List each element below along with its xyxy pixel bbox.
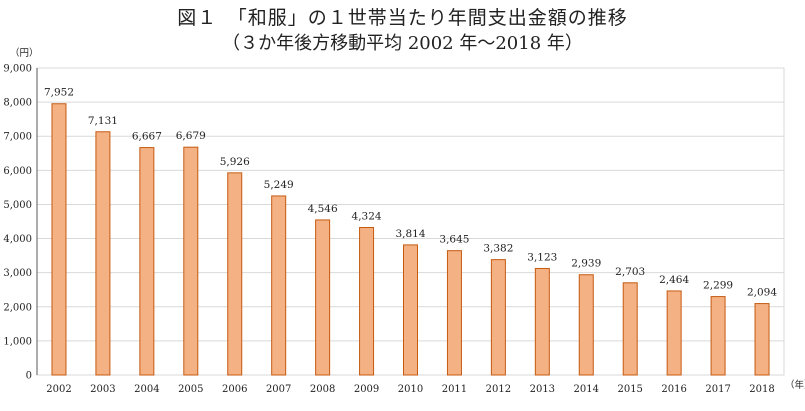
bar-2008: [315, 219, 331, 376]
bar-2003: [95, 131, 111, 376]
x-tick-label: 2010: [398, 384, 423, 395]
bar-2018: [754, 303, 770, 376]
data-label-2013: 3,123: [527, 251, 557, 263]
x-tick-label: 2011: [442, 384, 467, 395]
data-label-2005: 6,679: [176, 130, 206, 142]
y-axis-unit: （円）: [10, 47, 39, 59]
x-tick-label: 2003: [90, 384, 115, 395]
x-tick-label: 2009: [354, 384, 379, 395]
x-tick-label: 2012: [486, 384, 511, 395]
x-axis-ticks: 2002 2003 2004 2005 2006 2007 2008 2009 2010 2011…: [46, 384, 775, 395]
chart-title: 図１ 「和服」の１世帯当たり年間支出金額の推移: [177, 7, 628, 29]
bar-2005: [183, 146, 199, 376]
bars: [51, 103, 770, 376]
data-label-2004: 6,667: [132, 131, 162, 143]
bar-2006: [227, 172, 243, 376]
bar-2016: [666, 290, 682, 376]
x-tick-label: 2004: [134, 384, 159, 395]
x-axis-unit: （年）: [785, 379, 805, 391]
bar-2009: [359, 227, 375, 376]
y-axis-ticks: 0 1,000 2,000 3,000 4,000 5,000 6,000 7,000 8,00…: [3, 64, 32, 382]
y-tick-label: 7,000: [3, 132, 32, 143]
bar-2017: [710, 296, 726, 376]
y-tick-label: 9,000: [3, 64, 32, 75]
data-label-2012: 3,382: [483, 243, 513, 255]
data-label-2014: 2,939: [571, 258, 601, 270]
x-tick-label: 2013: [530, 384, 555, 395]
bar-2011: [446, 250, 462, 376]
y-tick-label: 6,000: [3, 166, 32, 177]
chart-subtitle: （３か年後方移動平均 2002 年～2018 年）: [222, 33, 583, 54]
data-label-2018: 2,094: [747, 287, 777, 299]
x-tick-label: 2018: [749, 384, 774, 395]
gridlines: [36, 67, 785, 376]
data-label-2007: 5,249: [264, 179, 294, 191]
bar-2002: [51, 103, 67, 376]
data-label-2017: 2,299: [703, 280, 733, 292]
y-tick-label: 2,000: [3, 302, 32, 313]
bar-2010: [403, 244, 418, 376]
x-tick-label: 2007: [266, 384, 291, 395]
x-tick-label: 2005: [178, 384, 203, 395]
y-tick-label: 4,000: [3, 234, 32, 245]
bar-2013: [534, 267, 550, 376]
y-tick-label: 5,000: [3, 200, 32, 211]
x-tick-label: 2002: [46, 384, 71, 395]
data-label-2011: 3,645: [439, 234, 469, 246]
bar-2007: [271, 195, 287, 376]
data-label-2003: 7,131: [88, 115, 118, 127]
x-tick-label: 2015: [617, 384, 642, 395]
x-tick-label: 2017: [705, 384, 730, 395]
data-label-2015: 2,703: [615, 266, 645, 278]
data-label-2009: 4,324: [352, 211, 382, 223]
data-label-2002: 7,952: [44, 87, 74, 99]
y-tick-label: 3,000: [3, 268, 32, 279]
x-tick-label: 2016: [661, 384, 686, 395]
data-label-2008: 4,546: [308, 203, 338, 215]
x-tick-label: 2008: [310, 384, 335, 395]
bar-2004: [139, 147, 155, 376]
bar-2015: [622, 282, 638, 376]
bar-2014: [578, 274, 594, 376]
y-tick-label: 1,000: [3, 336, 32, 347]
data-label-2010: 3,814: [395, 228, 425, 240]
x-tick-label: 2014: [574, 384, 599, 395]
data-label-2006: 5,926: [220, 156, 250, 168]
y-tick-label: 0: [26, 371, 32, 382]
x-tick-label: 2006: [222, 384, 247, 395]
data-label-2016: 2,464: [659, 274, 689, 286]
y-tick-label: 8,000: [3, 98, 32, 109]
data-labels: 7,952 7,131 6,667 6,679 5,926 5,249 4,546 4,324…: [44, 87, 777, 299]
bar-2012: [490, 259, 506, 376]
